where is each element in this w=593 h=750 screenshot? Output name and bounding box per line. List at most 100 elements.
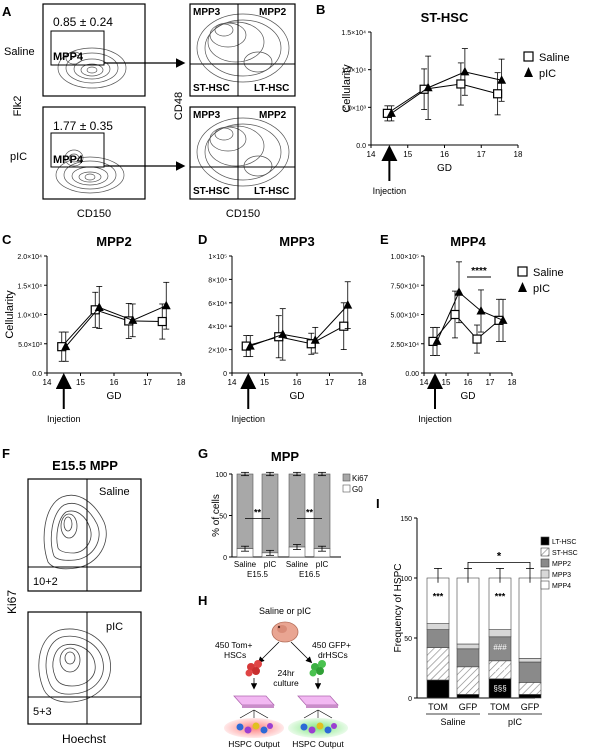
x-axis-label: GD [437, 163, 452, 174]
panel-a: 0.85 ± 0.24 MPP4 Saline 1.77 ± 0.35 MPP4… [4, 3, 296, 220]
chart-title: MPP3 [279, 234, 314, 249]
bar-segment-mpp3 [518, 658, 542, 663]
quadrant-lt-hsc-pic: LT-HSC [254, 186, 289, 197]
tom-hsc-label-line1: 450 Tom+ [215, 640, 252, 650]
mpp4-stat-pic: 1.77 ± 0.35 [53, 119, 113, 133]
culture-plate-left-icon [233, 695, 275, 708]
data-point-saline [456, 79, 466, 89]
x-tick-label: 18 [514, 150, 523, 159]
y-tick-label: 7.50×10⁴ [390, 283, 419, 290]
y-axis-label-flk2: Flk2 [12, 96, 24, 117]
x-axis-label-cd150-right: CD150 [226, 208, 260, 220]
x-tick-label: pIC [264, 560, 277, 569]
y-axis-label-ki67: Ki67 [5, 590, 19, 614]
data-point-pic [61, 341, 71, 351]
output-glow-green-icon [288, 718, 348, 738]
data-point-pic [498, 315, 508, 324]
x-tick-label: 15 [442, 378, 451, 387]
x-tick-label: 15 [403, 150, 412, 159]
data-point-pic [386, 108, 396, 117]
x-tick-label: TOM [428, 702, 448, 712]
bar-segment-mpp3 [456, 643, 480, 650]
x-tick-label: 16 [293, 378, 302, 387]
legend-label: pIC [533, 283, 550, 295]
legend-label: G0 [352, 485, 363, 494]
data-point-saline [157, 316, 167, 327]
panel-letter-e: E [380, 232, 389, 247]
quadrant-lt-hsc-saline: LT-HSC [254, 83, 289, 94]
x-tick-label: 14 [43, 378, 52, 387]
legend-mpp2-icon [540, 558, 550, 568]
x-axis-label-hoechst: Hoechst [62, 732, 107, 746]
mpp4-gate-pic [50, 132, 105, 168]
legend-label: LT-HSC [552, 539, 576, 546]
x-tick-label: 17 [477, 150, 486, 159]
y-tick-label: 1.0×10⁴ [17, 313, 42, 320]
gfp-hsc-label-line1: 450 GFP+ [312, 640, 351, 650]
group-label: pIC [508, 717, 523, 727]
gfp-cells-icon [309, 660, 326, 677]
data-point-pic [310, 335, 320, 344]
legend-label: Saline [539, 52, 570, 64]
data-point-pic [94, 302, 104, 311]
output-glow-red-icon [224, 718, 284, 738]
panel-letter-g: G [198, 446, 208, 461]
contour-ki67-saline [43, 494, 107, 570]
tom-hsc-label-line2: HSCs [224, 650, 246, 660]
mpp4-stat-saline: 0.85 ± 0.24 [53, 15, 113, 29]
y-tick-label: 1.0×10⁴ [341, 68, 366, 75]
legend-mpp4-icon [540, 580, 550, 590]
tom-cells-icon [245, 660, 262, 677]
stat-pic-f: 5+3 [33, 706, 52, 718]
y-axis-label: Frequency of HSPC [393, 564, 404, 653]
x-tick-label: Saline [234, 560, 257, 569]
chart-mpp4: MPP4 0.00 2.50×10⁴ 5.00×10⁴ 7.50×10⁴ 1.00×10⁵… [390, 234, 563, 424]
injection-label: Injection [373, 186, 407, 196]
x-tick-label: 18 [358, 378, 367, 387]
group-label: E16.5 [299, 570, 320, 579]
bar-segment-lt-hsc [456, 694, 480, 699]
series-line-pic [391, 71, 502, 114]
injection-label: Injection [47, 414, 81, 424]
legend-ki67-icon [342, 473, 351, 482]
bar-segment-st-hsc [456, 666, 480, 695]
flow-plot-pic-cd48 [189, 106, 296, 200]
x-tick-label: 15 [76, 378, 85, 387]
quadrant-mpp2-saline: MPP2 [259, 7, 287, 18]
significance-label: *** [433, 592, 444, 602]
chart-title: MPP2 [96, 234, 131, 249]
legend-label: MPP3 [552, 572, 571, 579]
legend-label: MPP4 [552, 583, 571, 590]
legend-label: Saline [533, 267, 564, 279]
series-line-saline [61, 309, 163, 348]
legend-label: ST-HSC [552, 550, 578, 557]
data-point-saline [450, 309, 460, 320]
x-tick-label: 18 [508, 378, 517, 387]
culture-plate-right-icon [297, 695, 339, 708]
data-point-saline [472, 334, 482, 344]
quadrant-mpp3-saline: MPP3 [193, 7, 221, 18]
y-tick-label: 0.00 [405, 371, 419, 378]
significance-bracket [467, 562, 531, 569]
y-axis-label: Cellularity [4, 290, 16, 339]
y-tick-label: 2.0×10⁴ [17, 254, 42, 261]
y-tick-label: 1.00×10⁵ [391, 254, 419, 261]
significance-label: *** [495, 592, 506, 602]
chart-title: MPP [271, 449, 300, 464]
row-label-saline: Saline [4, 46, 35, 58]
legend-pic-icon [518, 282, 527, 292]
quadrant-st-hsc-saline: ST-HSC [193, 83, 230, 94]
chart-mpp2: MPP2 0.0 5.0×10³ 1.0×10⁴ 1.5×10⁴ 2.0×10⁴ 14 15 1… [4, 234, 186, 424]
chart-title: ST-HSC [421, 10, 469, 25]
series-line-saline [387, 83, 498, 114]
injection-label: Injection [418, 414, 452, 424]
output-label-right: HSPC Output [292, 739, 344, 749]
contour-saline-left [57, 47, 127, 89]
flow-plot-saline-ki67 [27, 478, 142, 592]
legend-pic-icon [524, 67, 533, 77]
y-axis-label: % of cells [211, 494, 222, 537]
bar-ki67 [288, 473, 306, 548]
data-point-pic [476, 305, 486, 315]
x-tick-label: 17 [325, 378, 334, 387]
y-tick-label: 0.0 [356, 143, 366, 150]
